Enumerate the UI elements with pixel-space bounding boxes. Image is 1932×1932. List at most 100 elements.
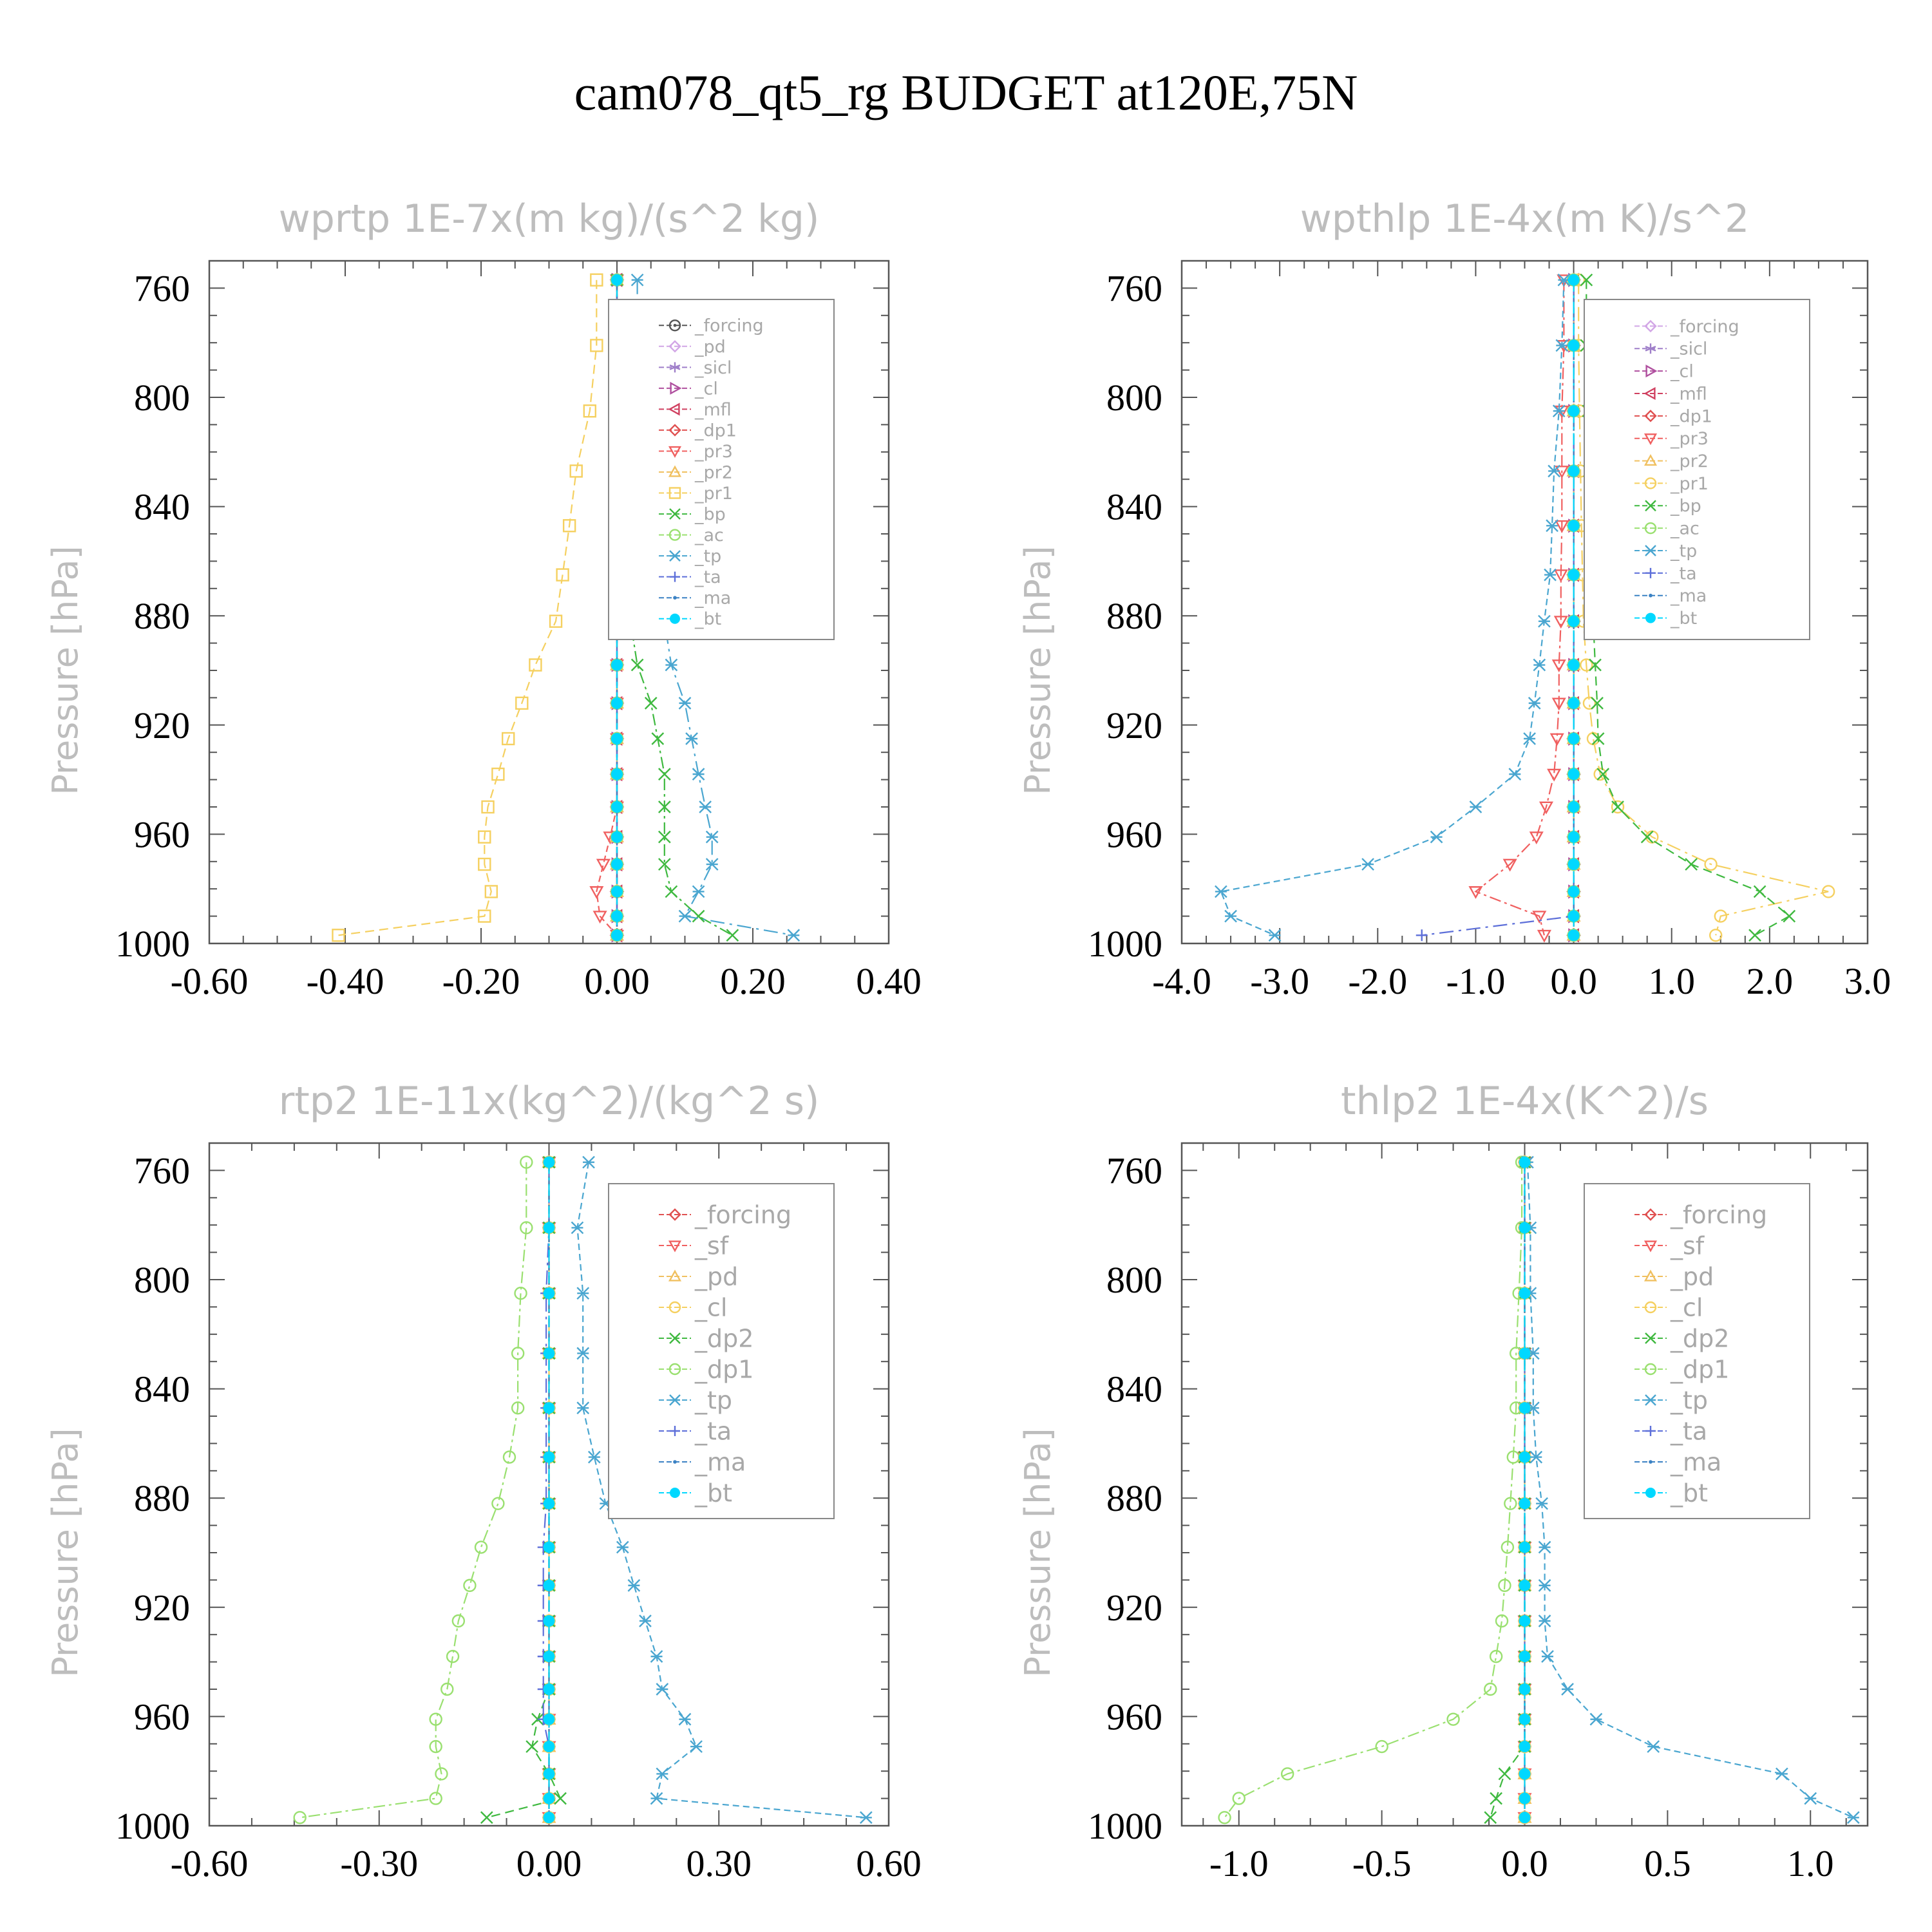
data-point	[293, 1811, 307, 1824]
legend-entry: _ac	[1634, 519, 1700, 539]
data-point	[1519, 1222, 1531, 1234]
data-point	[658, 800, 671, 813]
data-point	[1611, 800, 1625, 814]
data-point	[332, 929, 345, 942]
legend-entry: _forcing	[1634, 1200, 1767, 1229]
data-point	[1215, 885, 1227, 898]
data-point	[1530, 1450, 1543, 1464]
legend-label: _forcing	[694, 1200, 791, 1229]
legend-entry: _tp	[659, 1386, 732, 1414]
data-point	[1538, 1579, 1551, 1592]
data-point	[690, 1740, 703, 1753]
legend-marker	[1643, 386, 1656, 401]
data-point	[543, 1812, 555, 1824]
data-point	[596, 858, 611, 872]
y-tick-label: 1000	[1088, 1805, 1162, 1847]
data-point	[1685, 858, 1698, 871]
data-point	[658, 830, 671, 844]
x-tick-label: -4.0	[1152, 960, 1211, 1002]
legend-marker	[669, 550, 681, 562]
data-point	[1582, 696, 1596, 710]
data-point	[1567, 831, 1580, 843]
data-point	[1519, 1347, 1531, 1359]
data-point	[478, 909, 491, 923]
legend-entry: _ma	[1634, 1448, 1721, 1476]
x-tick-label: 1.0	[1648, 960, 1695, 1002]
data-point	[543, 1222, 555, 1234]
x-tick-label: 0.5	[1644, 1842, 1691, 1884]
series-tp	[1215, 273, 1571, 942]
y-tick-label: 800	[1106, 377, 1162, 419]
series-group	[1215, 272, 1835, 943]
legend-entry: _bt	[1634, 1479, 1708, 1507]
data-point	[592, 911, 607, 924]
data-point	[1580, 273, 1593, 287]
legend-entry: _dp1	[659, 1355, 753, 1383]
series-pr1	[332, 273, 603, 942]
series-line-pr1	[1578, 279, 1829, 936]
legend-marker	[1645, 1426, 1656, 1436]
legend-label: _sf	[694, 1231, 730, 1260]
legend-label: _dp2	[694, 1324, 753, 1352]
data-point	[543, 1541, 555, 1553]
legend-marker	[668, 424, 681, 437]
data-point	[1523, 732, 1536, 745]
legend-label: _pr3	[694, 442, 733, 462]
data-point	[1753, 885, 1766, 898]
y-tick-label: 1000	[115, 1805, 190, 1847]
data-point	[1846, 1811, 1860, 1824]
data-point	[543, 1713, 555, 1725]
data-point	[511, 1401, 525, 1415]
data-point	[543, 1287, 555, 1300]
data-point	[440, 1682, 454, 1696]
data-point	[451, 1614, 466, 1628]
chart-panel-4: thlp2 1E-4x(K^2)/s Pressure [hPa] -1.0 -0.5…	[1018, 1079, 1869, 1884]
panel-title: thlp2 1E-4x(K^2)/s	[1341, 1079, 1709, 1124]
data-point	[1280, 1767, 1294, 1781]
series-line-pr3	[1474, 279, 1565, 936]
data-point	[480, 1811, 493, 1824]
data-point	[1484, 1811, 1497, 1824]
legend-entry: _sicl	[1634, 339, 1707, 359]
y-tick-label: 960	[1106, 1696, 1162, 1738]
legend-marker	[668, 1301, 681, 1314]
data-point	[726, 929, 739, 942]
data-point	[1490, 1792, 1502, 1805]
data-point	[514, 1286, 527, 1300]
y-tick-label: 920	[1106, 705, 1162, 746]
data-point	[1538, 1615, 1551, 1627]
legend-marker	[668, 529, 681, 541]
data-point	[1547, 768, 1562, 782]
data-point	[692, 885, 705, 898]
data-point	[651, 732, 665, 745]
data-point	[446, 1649, 460, 1663]
legend-marker	[1644, 477, 1657, 489]
data-point	[543, 1615, 555, 1627]
legend-label: _forcing	[1670, 1200, 1767, 1229]
legend-label: _forcing	[1670, 317, 1739, 337]
data-point	[1567, 801, 1580, 813]
data-point	[678, 909, 692, 923]
legend-label: _pr2	[1670, 451, 1709, 471]
x-tick-label: -1.0	[1446, 960, 1506, 1002]
data-point	[543, 1451, 555, 1463]
series-bt	[543, 1156, 555, 1824]
chart-panel-1: wprtp 1E-7x(m kg)/(s^2 kg) Pressure [hPa]…	[45, 196, 922, 1002]
x-tick-label: -0.20	[442, 960, 520, 1002]
legend-entry: _pr3	[1634, 429, 1709, 449]
data-point	[1508, 768, 1522, 781]
y-tick-label: 760	[1106, 267, 1162, 309]
data-point	[1546, 519, 1558, 533]
chart-panels: wprtp 1E-7x(m kg)/(s^2 kg) Pressure [hPa]…	[45, 196, 1891, 1884]
y-tick-label: 800	[134, 377, 190, 419]
data-point	[650, 1650, 663, 1663]
data-point	[1537, 929, 1551, 943]
data-point	[611, 697, 623, 709]
data-point	[1541, 1650, 1554, 1663]
data-point	[1416, 929, 1428, 942]
data-point	[1519, 1156, 1531, 1168]
data-point	[520, 1221, 533, 1235]
data-point	[543, 1347, 555, 1359]
legend-marker	[1649, 1460, 1653, 1464]
legend-marker	[1643, 454, 1658, 466]
